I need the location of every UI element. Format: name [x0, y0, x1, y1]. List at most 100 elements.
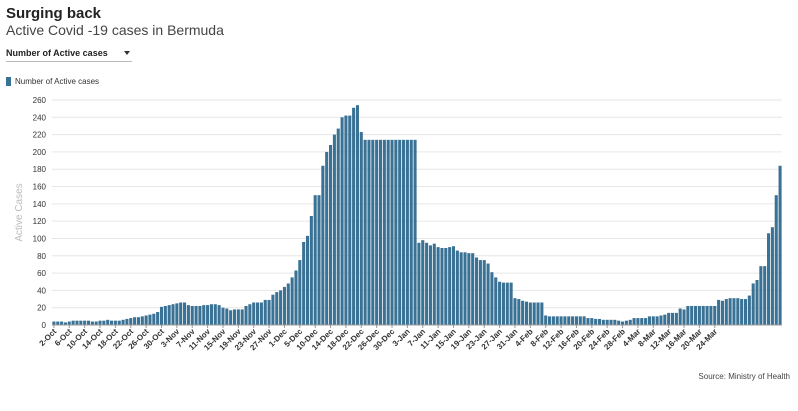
bar[interactable]	[144, 315, 148, 325]
bar[interactable]	[302, 241, 306, 325]
bar[interactable]	[202, 305, 206, 325]
bar[interactable]	[256, 302, 260, 326]
bar[interactable]	[467, 253, 471, 325]
bar[interactable]	[263, 299, 267, 325]
bar[interactable]	[551, 316, 555, 325]
bar[interactable]	[286, 283, 290, 325]
bar[interactable]	[632, 318, 636, 325]
bar[interactable]	[417, 242, 421, 325]
bar[interactable]	[344, 115, 348, 325]
bar[interactable]	[86, 320, 91, 325]
bar[interactable]	[325, 151, 329, 325]
bar[interactable]	[102, 320, 106, 325]
bar[interactable]	[594, 318, 598, 325]
bar[interactable]	[229, 310, 233, 325]
bar[interactable]	[282, 286, 286, 325]
bar[interactable]	[171, 304, 175, 325]
bar[interactable]	[186, 305, 190, 325]
bar[interactable]	[444, 247, 448, 325]
bar[interactable]	[686, 305, 690, 325]
bar[interactable]	[156, 312, 160, 325]
bar[interactable]	[409, 139, 413, 325]
bar[interactable]	[478, 260, 482, 325]
bar[interactable]	[659, 315, 663, 325]
bar[interactable]	[52, 321, 56, 325]
bar[interactable]	[352, 107, 356, 325]
bar[interactable]	[540, 302, 544, 326]
bar[interactable]	[355, 105, 359, 325]
bar[interactable]	[98, 320, 102, 325]
bar[interactable]	[559, 316, 563, 325]
bar[interactable]	[667, 312, 671, 325]
bar[interactable]	[436, 247, 440, 325]
bar[interactable]	[578, 316, 582, 325]
bar[interactable]	[136, 317, 140, 325]
bar[interactable]	[647, 316, 651, 325]
bar[interactable]	[236, 309, 240, 325]
bar[interactable]	[670, 312, 675, 325]
bar[interactable]	[574, 316, 578, 325]
bar[interactable]	[309, 215, 313, 325]
bar[interactable]	[563, 316, 567, 325]
bar[interactable]	[183, 302, 187, 326]
bar[interactable]	[640, 318, 644, 325]
bar[interactable]	[94, 321, 98, 325]
bar[interactable]	[694, 305, 698, 325]
bar[interactable]	[213, 304, 217, 325]
bar[interactable]	[567, 316, 571, 325]
bar[interactable]	[571, 316, 575, 325]
bar[interactable]	[751, 283, 755, 325]
bar[interactable]	[590, 318, 594, 325]
bar[interactable]	[113, 320, 117, 325]
bar[interactable]	[521, 300, 525, 325]
bar[interactable]	[586, 318, 590, 325]
bar[interactable]	[179, 302, 183, 326]
bar[interactable]	[329, 145, 333, 325]
bar[interactable]	[375, 139, 379, 325]
bar[interactable]	[705, 305, 709, 325]
bar[interactable]	[490, 272, 494, 325]
bar[interactable]	[475, 257, 479, 326]
bar[interactable]	[770, 227, 774, 325]
bar[interactable]	[767, 233, 771, 325]
bar[interactable]	[267, 299, 271, 325]
bar[interactable]	[774, 195, 778, 325]
bar[interactable]	[221, 307, 225, 325]
bar[interactable]	[225, 308, 229, 325]
bar[interactable]	[390, 139, 394, 325]
bar[interactable]	[110, 320, 114, 325]
bar[interactable]	[421, 240, 425, 325]
bar[interactable]	[597, 318, 602, 325]
bar[interactable]	[613, 319, 617, 325]
bar[interactable]	[732, 298, 736, 325]
bar[interactable]	[248, 304, 252, 325]
bar[interactable]	[674, 312, 678, 325]
bar[interactable]	[252, 302, 256, 326]
bar[interactable]	[67, 321, 71, 325]
bar[interactable]	[724, 299, 728, 325]
bar[interactable]	[298, 260, 302, 325]
bar[interactable]	[382, 139, 386, 325]
bar[interactable]	[709, 305, 713, 325]
bar[interactable]	[459, 252, 463, 325]
bar[interactable]	[175, 303, 179, 325]
bar[interactable]	[763, 266, 767, 325]
bar[interactable]	[321, 165, 325, 325]
bar[interactable]	[555, 316, 559, 325]
bar[interactable]	[609, 319, 613, 325]
bar[interactable]	[413, 139, 417, 325]
bar[interactable]	[159, 306, 164, 325]
bar[interactable]	[548, 316, 552, 325]
bar[interactable]	[244, 305, 248, 325]
bar[interactable]	[509, 282, 513, 325]
bar[interactable]	[394, 139, 398, 325]
bar[interactable]	[448, 247, 452, 325]
bar[interactable]	[736, 298, 740, 325]
bar[interactable]	[275, 292, 279, 325]
bar[interactable]	[133, 317, 137, 325]
bar[interactable]	[532, 302, 536, 326]
bar[interactable]	[663, 314, 667, 325]
bar[interactable]	[743, 299, 748, 325]
bar[interactable]	[371, 139, 375, 325]
bar[interactable]	[624, 320, 628, 325]
